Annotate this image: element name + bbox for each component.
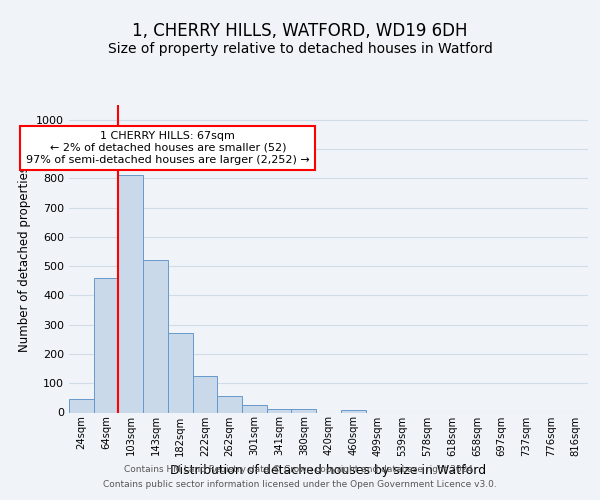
X-axis label: Distribution of detached houses by size in Watford: Distribution of detached houses by size … <box>170 464 487 477</box>
Bar <box>94 278 118 412</box>
Bar <box>292 409 316 412</box>
Text: Size of property relative to detached houses in Watford: Size of property relative to detached ho… <box>107 42 493 56</box>
Text: Contains public sector information licensed under the Open Government Licence v3: Contains public sector information licen… <box>103 480 497 489</box>
Text: Contains HM Land Registry data © Crown copyright and database right 2024.: Contains HM Land Registry data © Crown c… <box>124 465 476 474</box>
Bar <box>217 396 242 412</box>
Bar <box>118 176 143 412</box>
Bar <box>193 376 217 412</box>
Bar <box>69 400 94 412</box>
Text: 1, CHERRY HILLS, WATFORD, WD19 6DH: 1, CHERRY HILLS, WATFORD, WD19 6DH <box>132 22 468 40</box>
Bar <box>267 409 292 412</box>
Bar <box>168 334 193 412</box>
Bar <box>143 260 168 412</box>
Text: 1 CHERRY HILLS: 67sqm
← 2% of detached houses are smaller (52)
97% of semi-detac: 1 CHERRY HILLS: 67sqm ← 2% of detached h… <box>26 132 310 164</box>
Bar <box>341 410 365 412</box>
Bar <box>242 405 267 412</box>
Y-axis label: Number of detached properties: Number of detached properties <box>17 166 31 352</box>
